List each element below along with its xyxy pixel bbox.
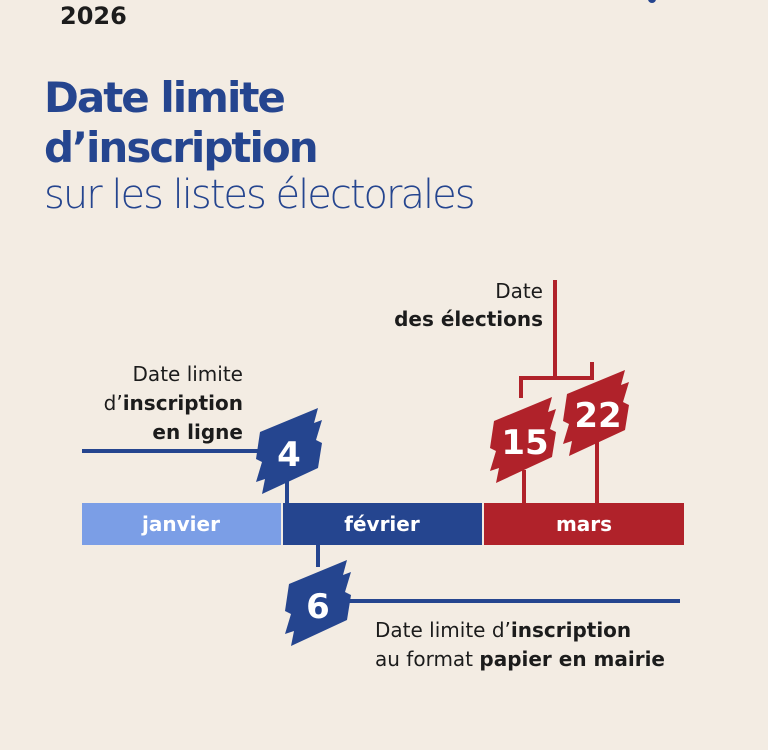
election-day1: 15	[501, 423, 548, 463]
title-line-2: d’inscription	[44, 123, 317, 172]
online-deadline-label-2: d’inscription	[104, 391, 243, 415]
paper-deadline-day: 6	[306, 587, 330, 627]
month-bar-janvier	[82, 503, 281, 545]
paper-deadline-line	[348, 599, 680, 603]
election-day2: 22	[574, 396, 621, 436]
online-deadline-line	[82, 449, 262, 453]
decorative-dot	[648, 0, 656, 3]
online-deadline-day: 4	[277, 435, 301, 475]
paper-deadline-stem	[316, 545, 320, 567]
paper-deadline-label-1: Date limite d’inscription	[375, 618, 631, 642]
online-deadline-label-3: en ligne	[152, 420, 243, 444]
month-bar-fevrier	[283, 503, 482, 545]
year-label: 2026	[60, 2, 127, 30]
elections-label-1: Date	[495, 279, 543, 303]
election-day1-stem	[522, 470, 526, 504]
election-day2-stem	[595, 440, 599, 504]
online-deadline-label-1: Date limite	[133, 362, 243, 386]
month-label-janvier: janvier	[141, 512, 220, 536]
month-label-mars: mars	[556, 512, 612, 536]
online-deadline-stem	[285, 480, 289, 504]
elections-label-2: des élections	[394, 307, 543, 331]
elections-bracket	[519, 350, 594, 398]
paper-deadline-label-2: au format papier en mairie	[375, 647, 665, 671]
title-line-3: sur les listes électorales	[44, 172, 474, 218]
title-line-1: Date limite	[44, 73, 284, 122]
month-label-fevrier: février	[344, 512, 420, 536]
elections-stem	[553, 280, 557, 352]
month-bar-mars	[484, 503, 684, 545]
